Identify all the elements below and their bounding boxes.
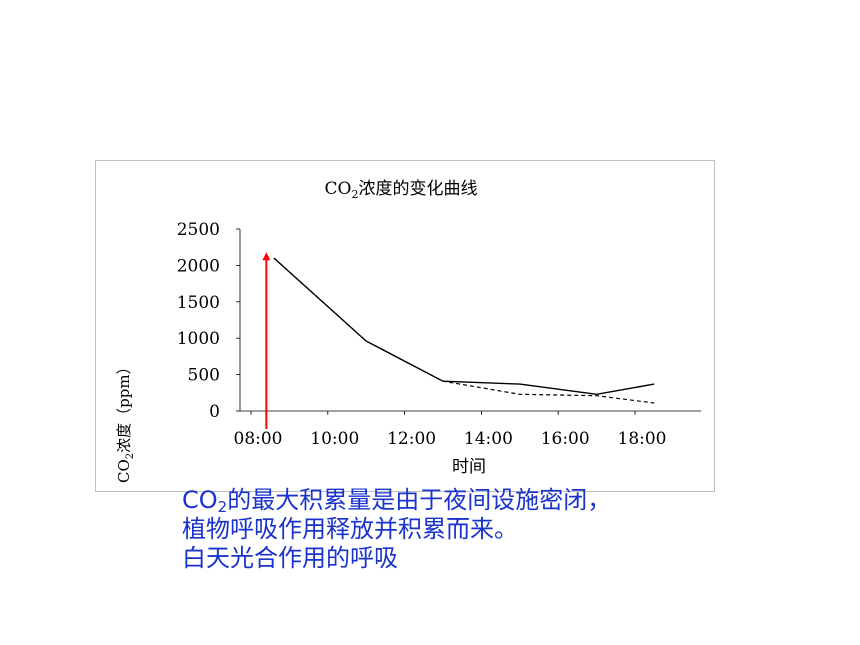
y-ticks: 0 500 1000 1500 2000 2500 bbox=[177, 220, 240, 422]
x-tick-label: 08:00 bbox=[234, 429, 283, 449]
y-axis-label: CO2浓度（ppm） bbox=[115, 359, 136, 483]
series-lines bbox=[273, 257, 655, 404]
caption-line-3: 白天光合作用的呼吸 bbox=[182, 544, 398, 572]
x-tick-label: 14:00 bbox=[464, 429, 513, 449]
caption: CO2的最大积累量是由于夜间设施密闭， 植物呼吸作用释放并积累而来。 白天光合作… bbox=[182, 486, 742, 573]
co2-chart: CO2浓度的变化曲线 CO2浓度（ppm） 050010001500200025… bbox=[115, 179, 701, 483]
x-ticks: 08:00 10:00 12:00 14:00 16:00 18:00 bbox=[234, 411, 667, 449]
chart-frame: CO2浓度的变化曲线 CO2浓度（ppm） 0 500 1000 1500 2000 25… bbox=[95, 160, 715, 492]
caption-line-2: 植物呼吸作用释放并积累而来。 bbox=[182, 515, 518, 543]
caption-line-1: CO2的最大积累量是由于夜间设施密闭， bbox=[182, 486, 742, 515]
chart-title-rest: 浓度的变化曲线 bbox=[358, 179, 477, 199]
y-axis-label-main: CO bbox=[115, 459, 133, 483]
y-tick-label: 0 bbox=[209, 402, 220, 422]
chart-title: CO2浓度的变化曲线 bbox=[325, 179, 478, 201]
caption-sub: 2 bbox=[217, 498, 228, 516]
annotations bbox=[262, 252, 271, 429]
x-tick-label: 10:00 bbox=[310, 429, 359, 449]
x-axis-label: 时间 bbox=[452, 457, 486, 477]
y-tick-label: 500 bbox=[188, 366, 220, 386]
y-axis-label-rest: 浓度（ppm） bbox=[115, 359, 133, 452]
dashed-series-line bbox=[273, 257, 655, 404]
chart-title-sub: 2 bbox=[351, 188, 358, 201]
y-tick-label: 2500 bbox=[177, 220, 220, 240]
y-tick-label: 1000 bbox=[177, 329, 220, 349]
y-tick-label: 2000 bbox=[177, 256, 220, 276]
axes bbox=[239, 229, 701, 412]
caption-line-1-rest: 的最大积累量是由于夜间设施密闭， bbox=[227, 486, 612, 514]
y-tick-label: 1500 bbox=[177, 293, 220, 313]
solid-series-line bbox=[273, 257, 655, 396]
y-axis-label-sub: 2 bbox=[125, 453, 136, 459]
x-tick-label: 12:00 bbox=[387, 429, 436, 449]
chart-title-main: CO bbox=[325, 179, 352, 199]
x-tick-label: 16:00 bbox=[541, 429, 590, 449]
red-arrow-head bbox=[262, 252, 271, 261]
x-tick-label: 18:00 bbox=[618, 429, 667, 449]
caption-co: CO bbox=[182, 486, 218, 514]
